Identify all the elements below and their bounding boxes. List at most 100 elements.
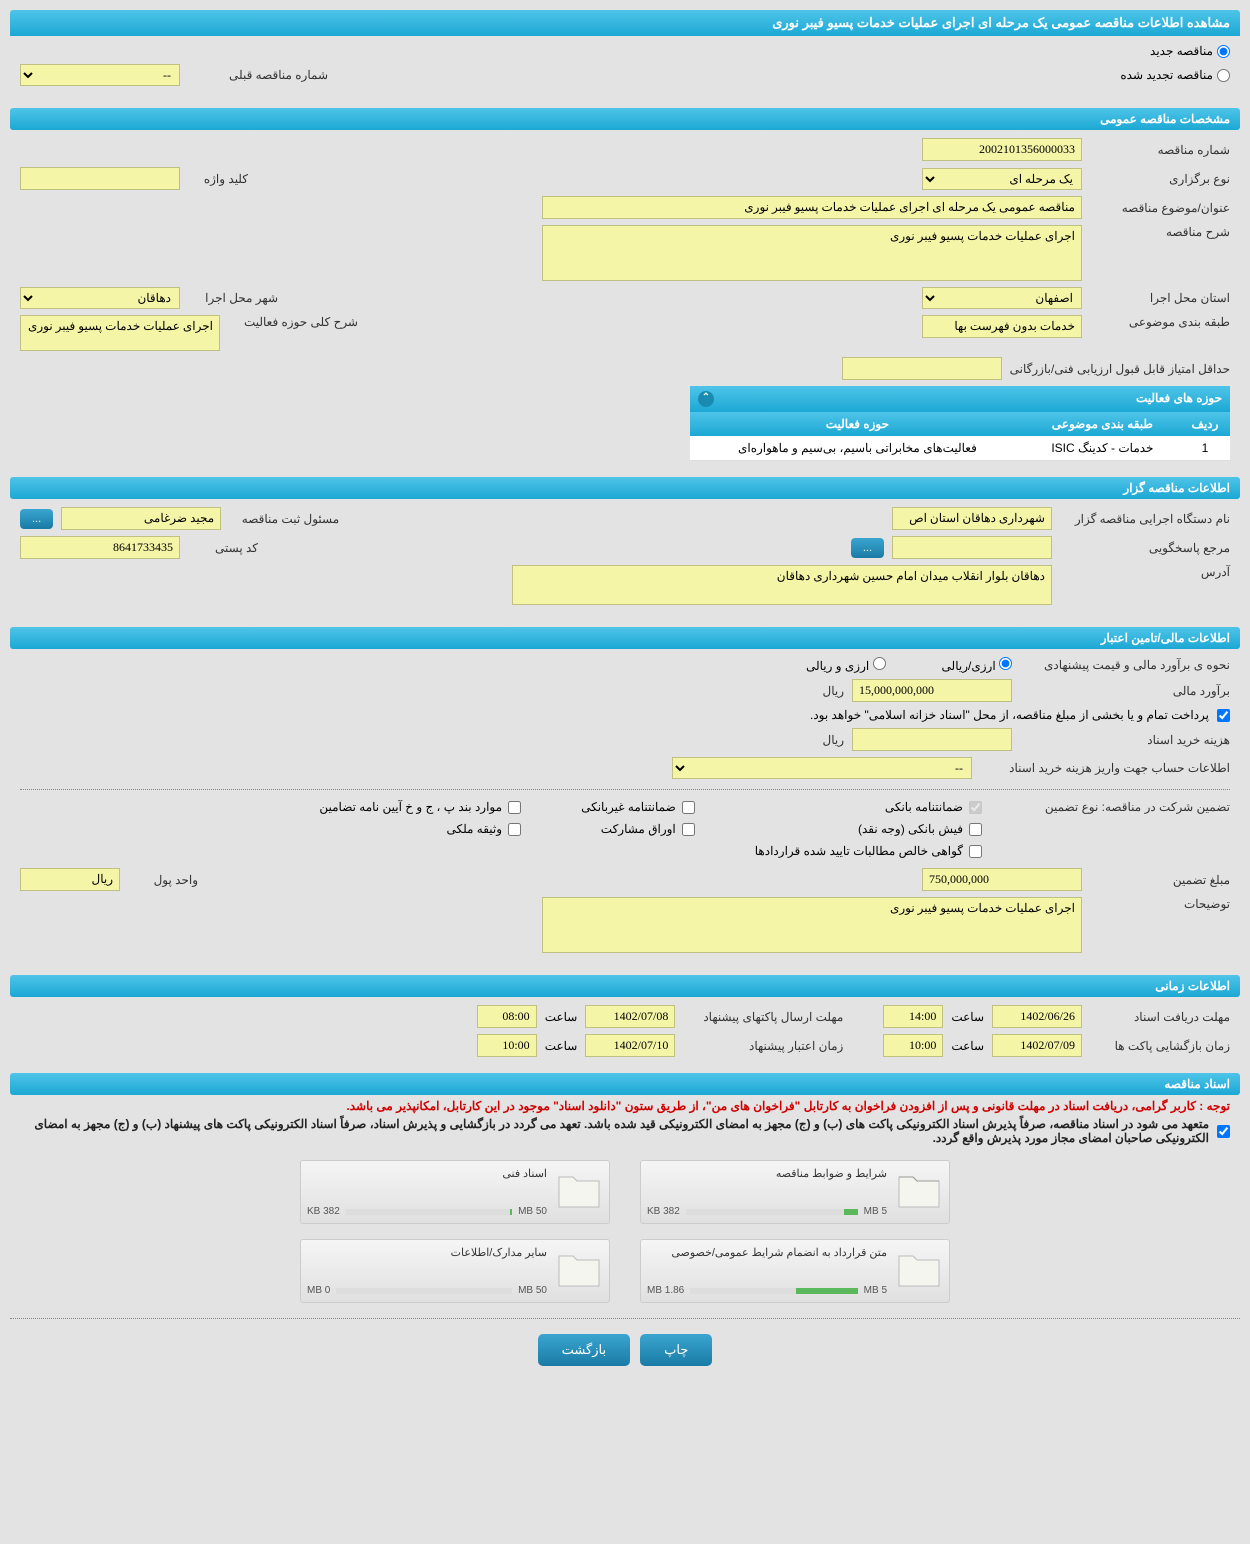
file-total: 5 MB xyxy=(864,1285,887,1296)
activity-table: حوزه های فعالیت ⌃ ردیف طبقه بندی موضوعی … xyxy=(690,386,1230,461)
org-label: نام دستگاه اجرایی مناقصه گزار xyxy=(1060,512,1230,526)
file-size: 0 MB xyxy=(307,1285,330,1296)
folder-icon xyxy=(555,1167,603,1215)
purchase-cost-label: هزینه خرید اسناد xyxy=(1020,733,1230,747)
response-input[interactable] xyxy=(892,536,1052,559)
radio-new-tender[interactable]: مناقصه جدید xyxy=(1150,44,1230,58)
file-total: 50 MB xyxy=(518,1285,547,1296)
back-button[interactable]: بازگشت xyxy=(538,1334,630,1366)
cell-n: 1 xyxy=(1180,436,1230,461)
activity-section-title: حوزه های فعالیت xyxy=(1136,391,1222,405)
subject-input[interactable] xyxy=(542,196,1082,219)
packet-deadline-date[interactable] xyxy=(585,1005,675,1028)
file-title: اسناد فنی xyxy=(307,1167,547,1180)
time-label-4: ساعت xyxy=(545,1039,578,1053)
packet-deadline-time[interactable] xyxy=(477,1005,537,1028)
notes-textarea[interactable]: اجرای عملیات خدمات پسیو فیبر نوری xyxy=(542,897,1082,953)
unit-rial: ریال xyxy=(822,684,844,698)
time-label-2: ساعت xyxy=(545,1010,578,1024)
file-card[interactable]: اسناد فنی 50 MB 382 KB xyxy=(300,1160,610,1224)
doc-deadline-time[interactable] xyxy=(883,1005,943,1028)
category-input[interactable] xyxy=(922,315,1082,338)
registrar-lookup-button[interactable]: ... xyxy=(20,509,53,529)
guarantee-amount-label: مبلغ تضمین xyxy=(1090,873,1230,887)
cb-nonbank[interactable]: ضمانتنامه غیربانکی xyxy=(581,800,695,814)
keyword-input[interactable] xyxy=(20,167,180,190)
collapse-icon[interactable]: ⌃ xyxy=(698,391,714,407)
province-select[interactable]: اصفهان xyxy=(922,287,1082,309)
purchase-cost-input[interactable] xyxy=(852,728,1012,751)
prev-tender-select[interactable]: -- xyxy=(20,64,180,86)
file-total: 50 MB xyxy=(518,1206,547,1217)
radio-currency[interactable]: ارزی و ریالی xyxy=(806,657,886,673)
city-label: شهر محل اجرا xyxy=(188,291,278,305)
section-timing: اطلاعات زمانی xyxy=(10,975,1240,997)
unit-currency-input[interactable] xyxy=(20,868,120,891)
cb-cases[interactable]: موارد بند پ ، ج و خ آیین نامه تضامین xyxy=(319,800,521,814)
validity-time[interactable] xyxy=(477,1034,537,1057)
open-date[interactable] xyxy=(992,1034,1082,1057)
account-label: اطلاعات حساب جهت واریز هزینه خرید اسناد xyxy=(980,761,1230,775)
guarantee-amount-input[interactable] xyxy=(922,868,1082,891)
timing-form: مهلت دریافت اسناد ساعت مهلت ارسال پاکتها… xyxy=(10,997,1240,1065)
account-select[interactable]: -- xyxy=(672,757,972,779)
doc-deadline-label: مهلت دریافت اسناد xyxy=(1090,1010,1230,1024)
payment-note-checkbox[interactable] xyxy=(1217,709,1230,722)
general-form: شماره مناقصه نوع برگزاری یک مرحله ای کلی… xyxy=(10,130,1240,469)
min-score-label: حداقل امتیاز قابل قبول ارزیابی فنی/بازرگ… xyxy=(1010,362,1230,376)
subject-label: عنوان/موضوع مناقصه xyxy=(1090,201,1230,215)
prev-number-label: شماره مناقصه قبلی xyxy=(188,68,328,82)
open-time[interactable] xyxy=(883,1034,943,1057)
address-textarea[interactable]: دهاقان بلوار انقلاب میدان امام حسین شهرد… xyxy=(512,565,1052,605)
payment-note: پرداخت تمام و یا بخشی از مبلغ مناقصه، از… xyxy=(810,708,1209,722)
province-label: استان محل اجرا xyxy=(1090,291,1230,305)
response-label: مرجع پاسخگویی xyxy=(1060,541,1230,555)
response-lookup-button[interactable]: ... xyxy=(851,538,884,558)
file-card[interactable]: متن قرارداد به انضمام شرایط عمومی/خصوصی … xyxy=(640,1239,950,1303)
file-grid-2: متن قرارداد به انضمام شرایط عمومی/خصوصی … xyxy=(10,1239,1240,1303)
progress-bar xyxy=(686,1209,858,1215)
category-label: طبقه بندی موضوعی xyxy=(1090,315,1230,329)
folder-icon xyxy=(895,1246,943,1294)
radio-new-label: مناقصه جدید xyxy=(1150,44,1213,58)
activity-scope-label: شرح کلی حوزه فعالیت xyxy=(228,315,358,329)
registrar-input[interactable] xyxy=(61,507,221,530)
cb-bank[interactable]: ضمانتنامه بانکی xyxy=(755,800,982,814)
print-button[interactable]: چاپ xyxy=(640,1334,712,1366)
radio-renewed-tender[interactable]: مناقصه تجدید شده xyxy=(1120,68,1230,82)
desc-textarea[interactable]: اجرای عملیات خدمات پسیو فیبر نوری xyxy=(542,225,1082,281)
col-category: طبقه بندی موضوعی xyxy=(1025,412,1180,436)
cell-scope: فعالیت‌های مخابراتی باسیم، بی‌سیم و ماهو… xyxy=(690,436,1025,461)
commitment-checkbox[interactable] xyxy=(1217,1125,1230,1138)
min-score-input[interactable] xyxy=(842,357,1002,380)
radio-rial[interactable]: ارزی/ریالی xyxy=(942,657,1012,673)
activity-scope-textarea[interactable]: اجرای عملیات خدمات پسیو فیبر نوری xyxy=(20,315,220,351)
hold-type-select[interactable]: یک مرحله ای xyxy=(922,168,1082,190)
page-title: مشاهده اطلاعات مناقصه عمومی یک مرحله ای … xyxy=(10,10,1240,36)
packet-deadline-label: مهلت ارسال پاکتهای پیشنهاد xyxy=(683,1010,843,1024)
file-card[interactable]: سایر مدارک/اطلاعات 50 MB 0 MB xyxy=(300,1239,610,1303)
cb-property[interactable]: وثیقه ملکی xyxy=(319,822,521,836)
file-title: متن قرارداد به انضمام شرایط عمومی/خصوصی xyxy=(647,1246,887,1259)
financial-form: نحوه ی برآورد مالی و قیمت پیشنهادی ارزی/… xyxy=(10,649,1240,967)
file-size: 1.86 MB xyxy=(647,1285,684,1296)
cb-shares[interactable]: اوراق مشارکت xyxy=(581,822,695,836)
address-label: آدرس xyxy=(1060,565,1230,579)
estimate-label: برآورد مالی xyxy=(1020,684,1230,698)
doc-deadline-date[interactable] xyxy=(992,1005,1082,1028)
radio-renewed-input[interactable] xyxy=(1217,69,1230,82)
file-card[interactable]: شرایط و ضوابط مناقصه 5 MB 382 KB xyxy=(640,1160,950,1224)
tender-no-input[interactable] xyxy=(922,138,1082,161)
radio-new-input[interactable] xyxy=(1217,45,1230,58)
validity-date[interactable] xyxy=(585,1034,675,1057)
section-financial: اطلاعات مالی/تامین اعتبار xyxy=(10,627,1240,649)
city-select[interactable]: دهاقان xyxy=(20,287,180,309)
org-input[interactable] xyxy=(892,507,1052,530)
postal-input[interactable] xyxy=(20,536,180,559)
file-total: 5 MB xyxy=(864,1206,887,1217)
cb-bankslip[interactable]: فیش بانکی (وجه نقد) xyxy=(755,822,982,836)
cell-cat: خدمات - کدینگ ISIC xyxy=(1025,436,1180,461)
estimate-input[interactable] xyxy=(852,679,1012,702)
cb-claims[interactable]: گواهی خالص مطالبات تایید شده قراردادها xyxy=(755,844,982,858)
keyword-label: کلید واژه xyxy=(188,172,248,186)
